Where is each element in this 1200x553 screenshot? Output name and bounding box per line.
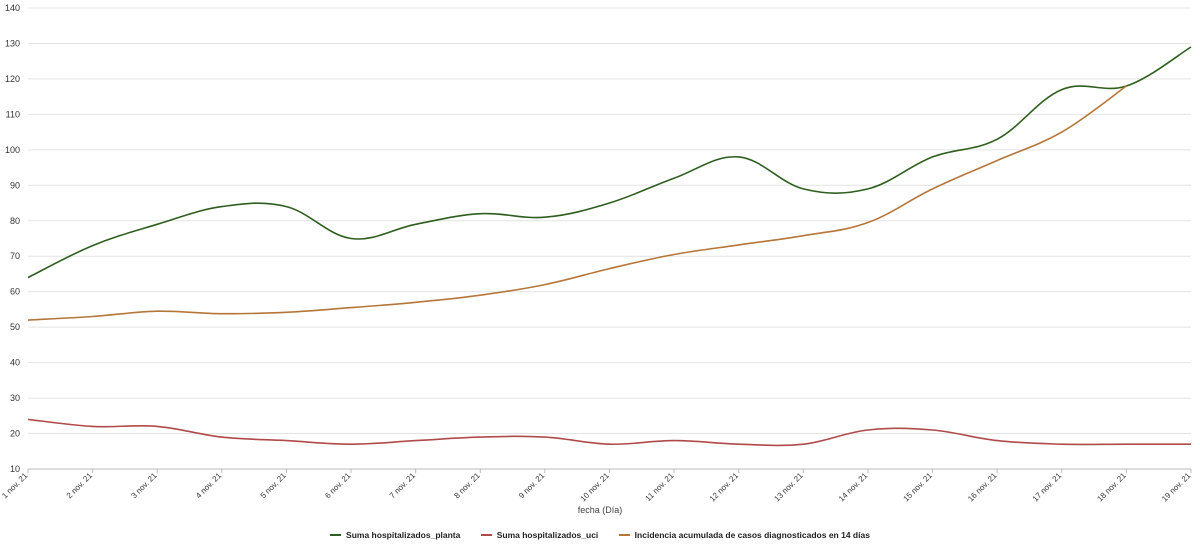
grid-lines — [28, 7, 1191, 470]
legend-swatch-uci — [480, 533, 492, 536]
y-tick-label: 130 — [5, 38, 20, 48]
x-tick-label: 12 nov. 21 — [708, 471, 741, 504]
legend-label-incidencia: Incidencia acumulada de casos diagnostic… — [634, 530, 870, 540]
y-tick-label: 70 — [10, 251, 20, 261]
legend-label-planta: Suma hospitalizados_planta — [346, 530, 461, 540]
x-tick-label: 5 nov. 21 — [259, 471, 289, 501]
series-line-incidencia[interactable] — [27, 85, 1127, 321]
chart-legend: Suma hospitalizados_planta Suma hospital… — [0, 530, 1200, 540]
series-line-planta[interactable] — [27, 46, 1192, 279]
x-tick-label: 13 nov. 21 — [772, 471, 805, 504]
x-axis-title: fecha (Día) — [578, 505, 623, 515]
x-tick-label: 8 nov. 21 — [452, 471, 482, 501]
legend-item-incidencia[interactable]: Incidencia acumulada de casos diagnostic… — [618, 530, 870, 540]
legend-item-uci[interactable]: Suma hospitalizados_uci — [480, 530, 599, 540]
x-tick-label: 7 nov. 21 — [388, 471, 418, 501]
x-tick-label: 10 nov. 21 — [579, 471, 612, 504]
x-tick-label: 6 nov. 21 — [323, 471, 353, 501]
y-tick-labels: 10 20 30 40 50 60 70 80 90 100 110 120 130 140 — [5, 3, 20, 474]
y-tick-label: 100 — [5, 145, 20, 155]
x-tick-label: 11 nov. 21 — [644, 471, 676, 503]
y-tick-label: 40 — [10, 358, 20, 368]
y-tick-label: 50 — [10, 322, 20, 332]
y-tick-label: 10 — [10, 464, 20, 474]
y-tick-label: 60 — [10, 287, 20, 297]
x-tick-label: 1 nov. 21 — [0, 471, 30, 501]
x-tick-label: 19 nov. 21 — [1160, 471, 1193, 504]
x-tick-label: 14 nov. 21 — [837, 471, 870, 504]
y-tick-label: 90 — [10, 180, 20, 190]
y-tick-label: 120 — [5, 74, 20, 84]
y-tick-label: 20 — [10, 429, 20, 439]
axes — [27, 468, 1192, 473]
x-tick-label: 18 nov. 21 — [1095, 471, 1128, 504]
x-tick-label: 17 nov. 21 — [1031, 471, 1064, 504]
legend-label-uci: Suma hospitalizados_uci — [496, 530, 599, 540]
legend-swatch-planta — [330, 533, 342, 536]
legend-swatch-incidencia — [618, 533, 630, 536]
series-lines — [27, 46, 1192, 447]
x-tick-label: 2 nov. 21 — [65, 471, 95, 501]
x-tick-label: 9 nov. 21 — [517, 471, 547, 501]
x-tick-label: 3 nov. 21 — [129, 471, 159, 501]
y-tick-label: 80 — [10, 216, 20, 226]
series-line-uci[interactable] — [27, 418, 1191, 447]
y-tick-label: 30 — [10, 393, 20, 403]
y-tick-label: 140 — [5, 3, 20, 13]
x-tick-labels: 1 nov. 21 2 nov. 21 3 nov. 21 4 nov. 21 5 no… — [0, 471, 1193, 504]
legend-item-planta[interactable]: Suma hospitalizados_planta — [330, 530, 460, 540]
x-tick-label: 4 nov. 21 — [194, 471, 224, 501]
x-tick-label: 16 nov. 21 — [966, 471, 999, 504]
x-tick-label: 15 nov. 21 — [902, 471, 935, 504]
y-tick-label: 110 — [6, 109, 20, 119]
